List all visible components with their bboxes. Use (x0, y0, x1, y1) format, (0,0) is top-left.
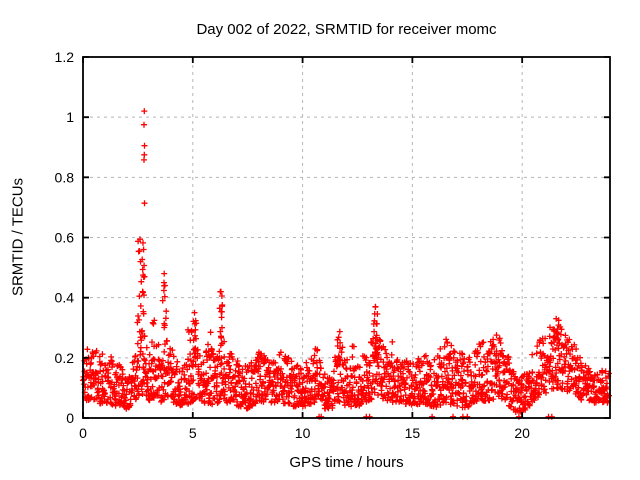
x-tick-label: 10 (295, 425, 311, 441)
grid-lines (83, 57, 610, 418)
plot-border (82, 56, 611, 419)
y-tick-label: 1 (66, 109, 74, 125)
y-tick-label: 0.4 (55, 290, 75, 306)
chart-title: Day 002 of 2022, SRMTID for receiver mom… (196, 21, 497, 38)
x-tick-label: 20 (514, 425, 530, 441)
y-axis-label: SRMTID / TECUs (9, 177, 27, 297)
y-tick-label: 0 (66, 410, 74, 426)
scatter-points (80, 108, 612, 420)
y-tick-label: 0.8 (55, 169, 75, 185)
y-tick-label: 0.6 (55, 230, 75, 246)
x-tick-label: 15 (405, 425, 421, 441)
y-tick-label: 1.2 (55, 49, 75, 65)
x-tick-label: 0 (79, 425, 87, 441)
y-tick-label: 0.2 (55, 350, 75, 366)
x-axis-label: GPS time / hours (289, 454, 404, 471)
x-tick-label: 5 (189, 425, 197, 441)
